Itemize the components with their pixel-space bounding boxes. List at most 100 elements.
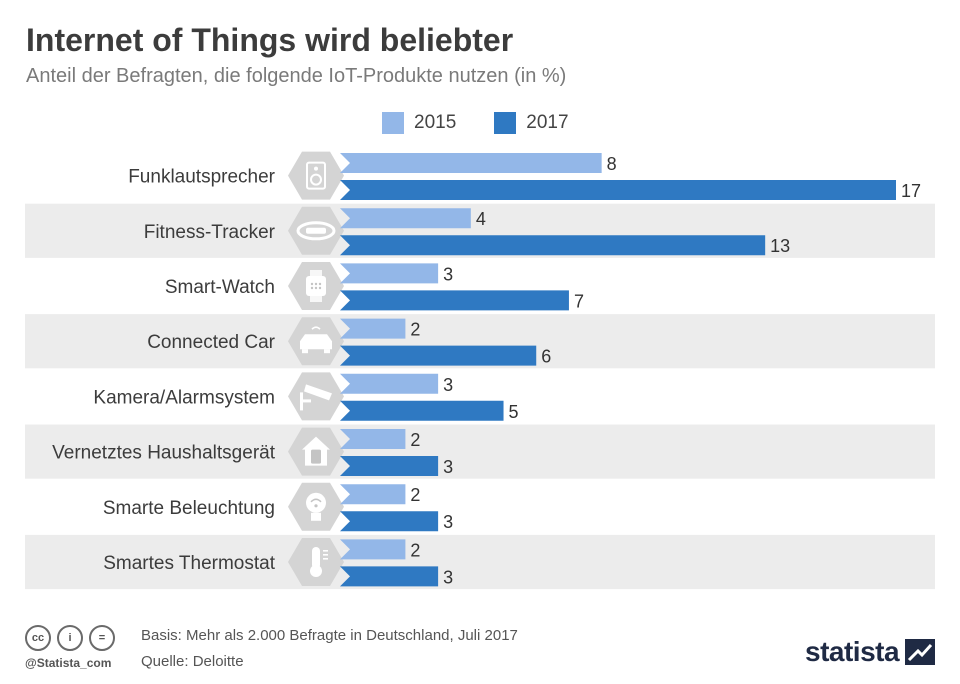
legend-item-2015: 2015 (382, 112, 456, 134)
bar-2015 (340, 318, 406, 339)
value-label-2015: 4 (476, 209, 486, 229)
smart-home-icon (302, 436, 330, 466)
watch-dot (314, 286, 318, 290)
chart-row: Fitness-Tracker 4 13 (25, 203, 935, 258)
chart-row: Vernetztes Haushaltsgerät 2 3 (25, 424, 935, 479)
watch-dot (314, 282, 318, 286)
chart-title: Internet of Things wird beliebter (26, 22, 514, 58)
speaker-body (306, 161, 326, 190)
category-label: Connected Car (147, 332, 275, 353)
bar-2017 (340, 235, 766, 256)
car-wheel (324, 349, 330, 354)
value-label-2015: 3 (443, 264, 453, 284)
legend-item-2017: 2017 (494, 112, 569, 134)
thermo-tick (323, 550, 328, 552)
legend-label-2017: 2017 (526, 112, 569, 133)
camera-body (304, 384, 332, 401)
fitness-tracker-icon (296, 221, 336, 241)
value-label-2017: 6 (541, 347, 551, 367)
tracker-band (296, 221, 336, 241)
thermo-tick (323, 554, 328, 556)
value-label-2017: 13 (770, 236, 790, 256)
watch-dot (310, 286, 314, 290)
license-icons: cc i = (25, 625, 121, 651)
value-label-2015: 2 (410, 485, 420, 505)
category-label: Kamera/Alarmsystem (93, 387, 275, 408)
chart-rows: Funklautsprecher 8 17 Fitness-Tracker 4 13 Sma… (25, 151, 935, 590)
chart-row: Funklautsprecher 8 17 (128, 151, 921, 201)
category-label: Vernetztes Haushaltsgerät (52, 443, 276, 464)
bar-2017 (340, 180, 896, 200)
value-label-2015: 8 (607, 154, 617, 174)
value-label-2017: 5 (509, 402, 519, 422)
value-label-2017: 3 (443, 567, 453, 587)
bar-chart: Funklautsprecher 8 17 Fitness-Tracker 4 13 Sma… (25, 151, 935, 590)
category-label: Smartes Thermostat (103, 553, 275, 574)
bar-2017 (340, 456, 439, 476)
thermo-tick (323, 558, 328, 560)
legend: 2015 2017 (382, 111, 607, 135)
value-label-2015: 2 (410, 540, 420, 560)
speaker-icon (306, 161, 326, 190)
statista-wordmark: statista (805, 636, 900, 667)
value-label-2017: 3 (443, 512, 453, 532)
watch-dot (318, 282, 322, 286)
row-stripe (25, 424, 935, 479)
statista-logo-icon (905, 639, 936, 665)
phone-shape (311, 449, 321, 464)
watch-dot (310, 282, 314, 286)
bar-2015 (340, 429, 406, 449)
chart-row: Smarte Beleuchtung 2 3 (103, 482, 453, 532)
chart-subtitle: Anteil der Befragten, die folgende IoT-P… (26, 65, 567, 87)
chart-row: Connected Car 2 6 (25, 314, 935, 369)
watch-case (306, 276, 326, 296)
car-icon (300, 326, 332, 354)
legend-swatch-2017 (494, 112, 517, 134)
bar-2015 (340, 539, 406, 560)
wifi-arc (310, 498, 322, 503)
car-signal (311, 326, 321, 330)
speaker-cone (310, 173, 322, 186)
bulb-glass (306, 492, 326, 513)
bar-2015 (340, 373, 439, 394)
value-label-2015: 2 (410, 320, 420, 340)
value-label-2015: 3 (443, 375, 453, 395)
bar-2017 (340, 400, 504, 421)
bar-2015 (340, 484, 406, 505)
camera-mount (300, 392, 303, 411)
source-basis: Basis: Mehr als 2.000 Befragte in Deutsc… (141, 627, 518, 644)
bar-2017 (340, 511, 439, 532)
chart-row: Smart-Watch 3 7 (165, 262, 584, 311)
category-label: Smart-Watch (165, 277, 275, 298)
camera-arm (303, 399, 311, 403)
bar-2015 (340, 263, 439, 284)
thermo-tube (312, 547, 320, 569)
car-wheel (302, 349, 308, 354)
bar-2017 (340, 290, 569, 311)
statista-logo: statista (805, 636, 936, 668)
category-label: Smarte Beleuchtung (103, 498, 275, 519)
wifi-dot (314, 504, 318, 508)
category-label: Fitness-Tracker (144, 222, 276, 243)
source-origin: Quelle: Deloitte (141, 653, 244, 670)
value-label-2017: 7 (574, 291, 584, 311)
value-label-2015: 2 (410, 430, 420, 450)
bar-2015 (340, 153, 602, 173)
row-stripe (25, 534, 935, 590)
legend-label-2015: 2015 (414, 112, 457, 133)
bar-2017 (340, 566, 439, 587)
camera-icon (300, 384, 332, 411)
thermo-bulb (310, 565, 322, 577)
category-icon-tile (288, 372, 344, 421)
smartwatch-icon (306, 270, 326, 302)
attribution-icon: i (57, 625, 83, 651)
cc-icon: cc (25, 625, 51, 651)
value-label-2017: 17 (901, 181, 921, 201)
bulb-icon (306, 492, 326, 521)
car-body (300, 334, 332, 350)
no-derivatives-icon: = (89, 625, 115, 651)
statista-handle: @Statista_com (25, 656, 112, 670)
speaker-tweeter (314, 166, 318, 171)
value-label-2017: 3 (443, 457, 453, 477)
bar-2017 (340, 345, 537, 366)
